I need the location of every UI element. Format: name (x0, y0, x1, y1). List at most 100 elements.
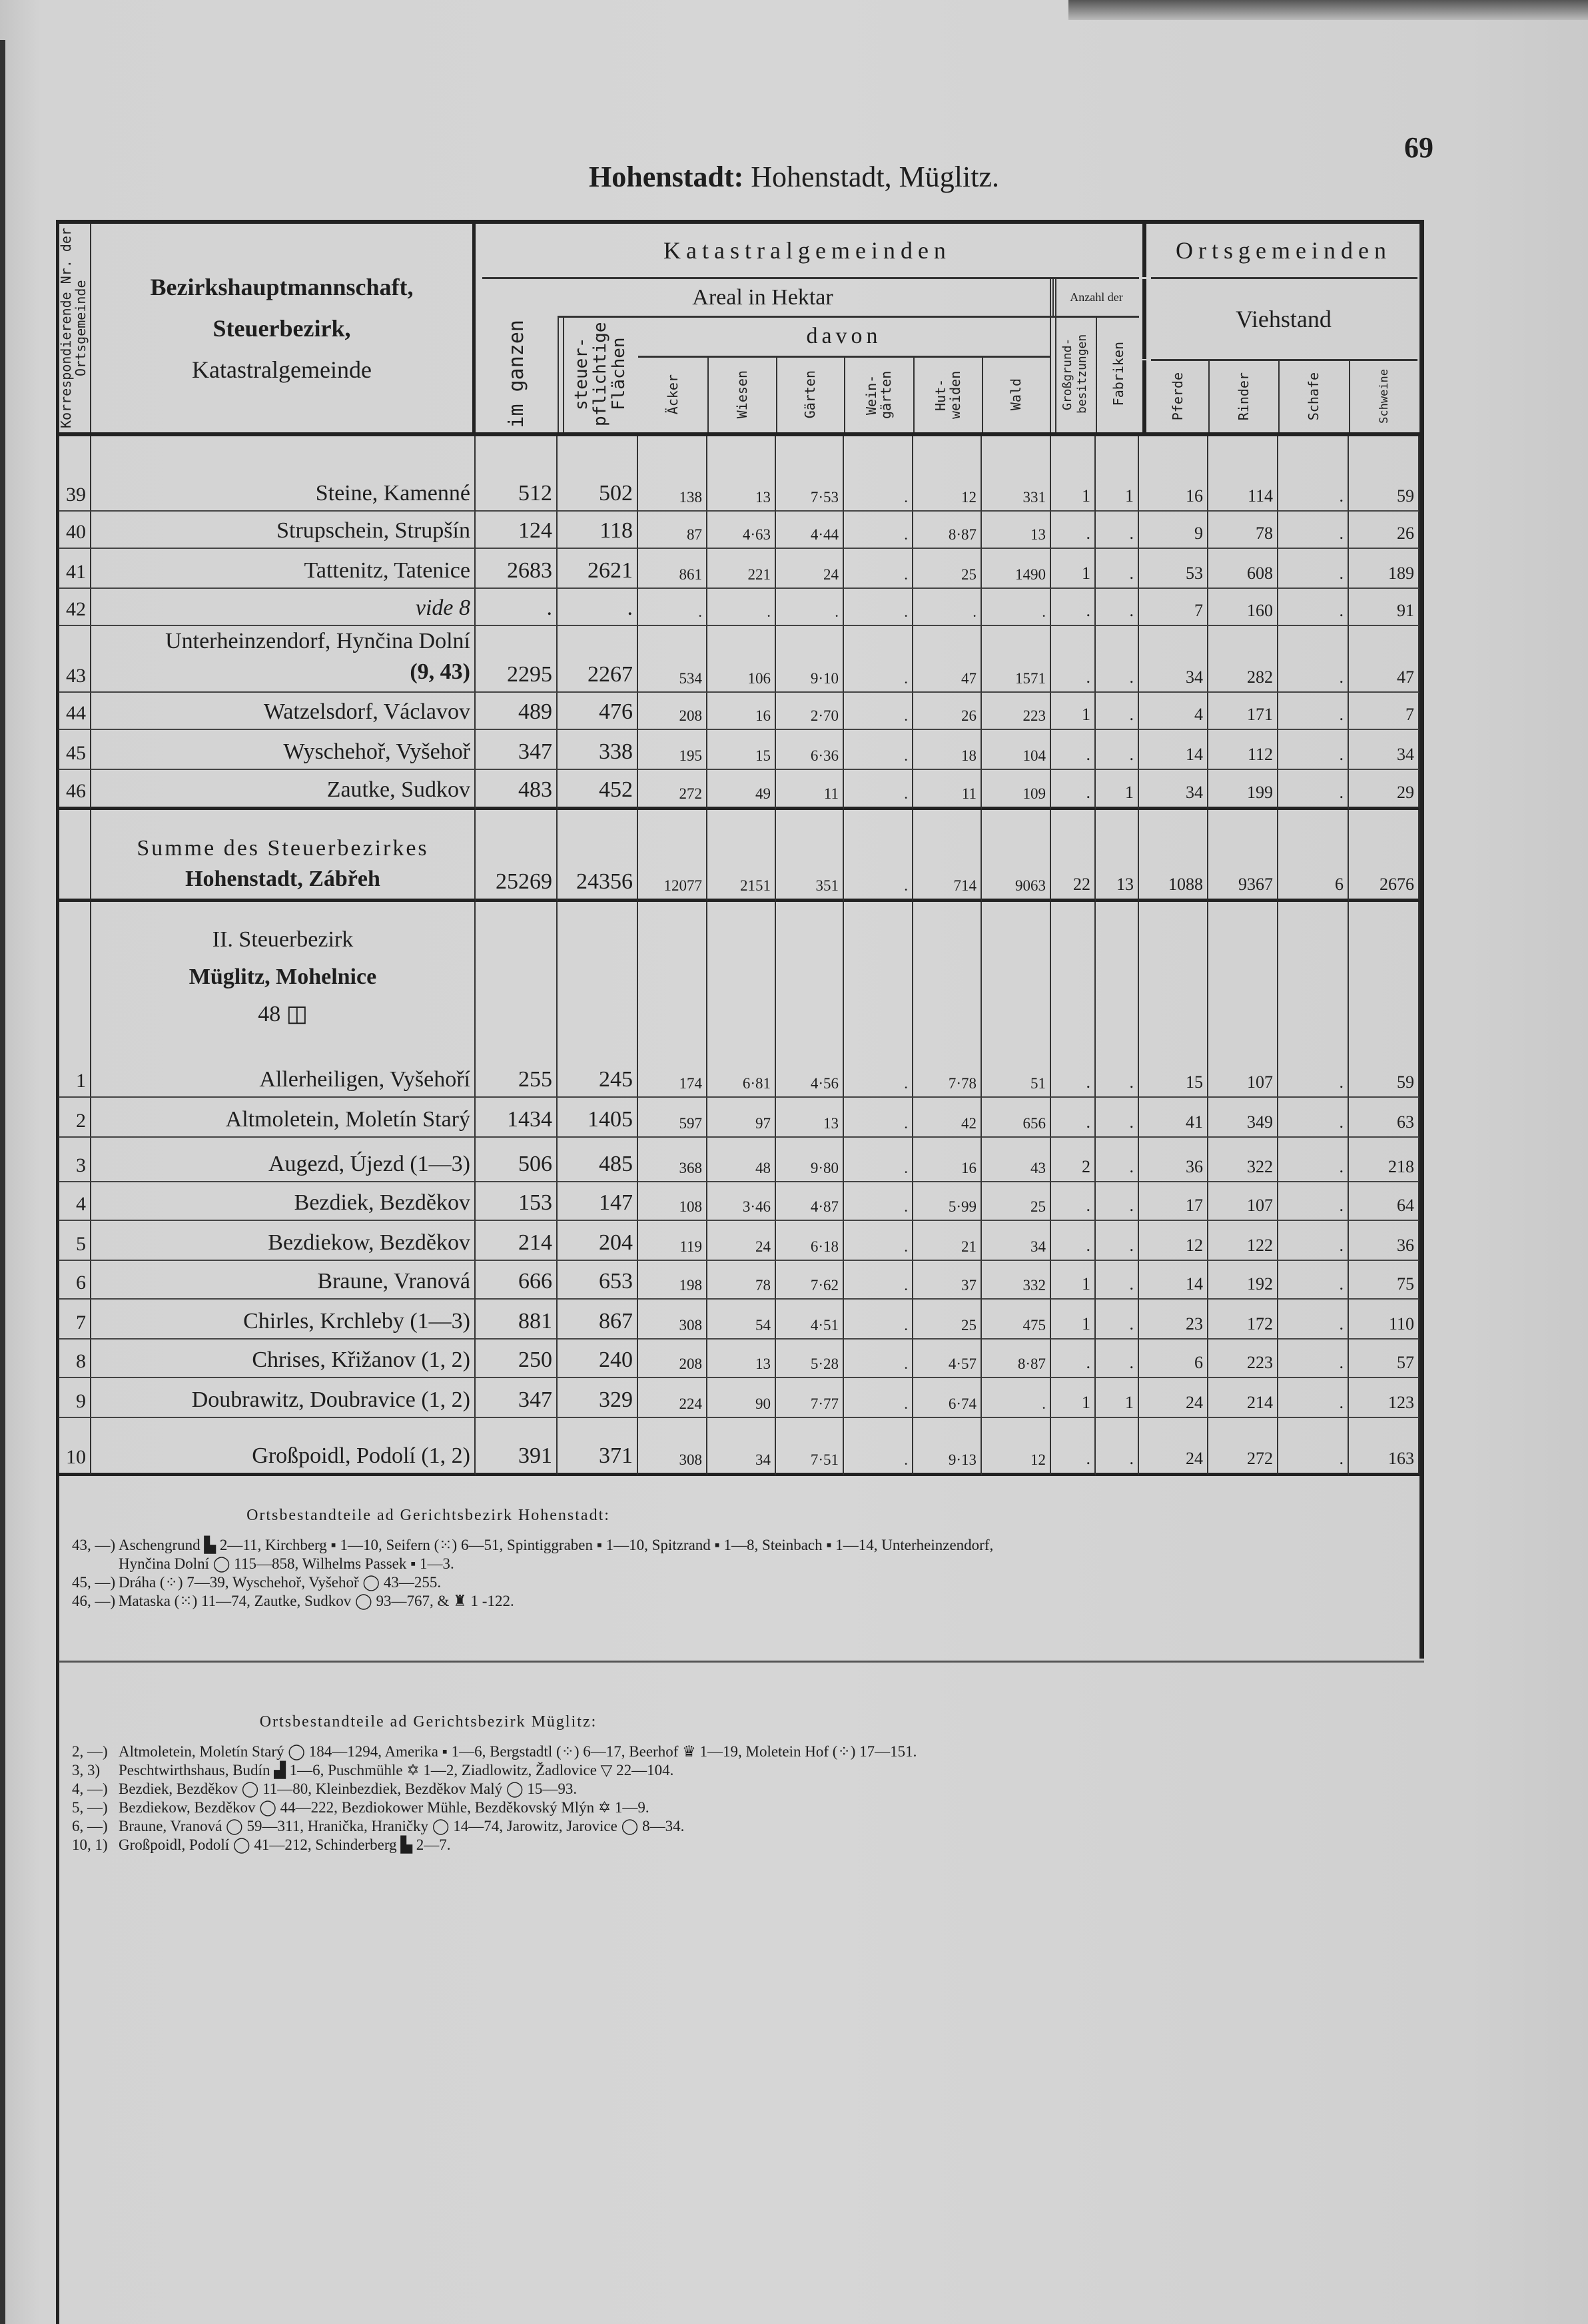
footnotes-muglitz: 2, —) Altmoletein, Moletín Starý ◯ 184—12… (72, 1743, 1411, 1854)
col-wald: Wald (982, 357, 1050, 432)
table-body: 39 Steine, Kamenné 512 502 138 13 7·53. 12 331 1 1… (59, 436, 1419, 1476)
cell-schweine: 59 (1349, 1056, 1419, 1098)
cell-nr: 7 (59, 1300, 91, 1340)
cell-rinder: 172 (1208, 1300, 1278, 1340)
cell-im-ganzen: 347 (476, 1378, 558, 1418)
cell-name: Allerheiligen, Vyšehoří (91, 1056, 476, 1098)
sum-row: Summe des Steuerbezirkes Hohenstadt, Zábř… (59, 810, 1419, 902)
cell-wiesen: 16 (707, 693, 776, 730)
cell-schafe: . (1278, 626, 1349, 693)
cell-grossgrund: . (1051, 626, 1096, 693)
col-schweine-label: Schweine (1378, 369, 1391, 424)
table-row: 4 Bezdiek, Bezděkov 153 147 108 3·46 4·87. 5·99… (59, 1182, 1419, 1221)
cell-acker: 597 (638, 1098, 707, 1138)
cell-fabriken: . (1096, 589, 1139, 626)
cell-garten: 4·87 (776, 1182, 844, 1221)
col-schafe: Schafe (1278, 360, 1349, 432)
cell-wiesen (707, 902, 776, 1056)
cell-grossgrund: . (1051, 1221, 1096, 1261)
cell-rinder: 322 (1208, 1138, 1278, 1182)
cell-hutweiden: 12 (913, 472, 982, 512)
place-name: Wyschehoř, Vyšehoř (283, 739, 470, 764)
cell-nr: 45 (59, 730, 91, 770)
cell-steuer: . (558, 589, 638, 626)
cell-name: Tattenitz, Tatenice (91, 549, 476, 589)
cell-fabriken: . (1096, 1418, 1139, 1476)
cell-pferde: 34 (1139, 770, 1208, 810)
cell-schafe: . (1278, 1300, 1349, 1340)
cell-wald: . (982, 589, 1051, 626)
cell-fabriken: . (1096, 1098, 1139, 1138)
cell-weingarten: . (844, 810, 913, 902)
table-header: Korrespondierende Nr. der Ortsgemeinde B… (58, 220, 1421, 436)
cell-garten: 7·77 (776, 1378, 844, 1418)
cell-hutweiden (913, 436, 982, 472)
cell-garten: 351 (776, 810, 844, 902)
cell-pferde: 4 (1139, 693, 1208, 730)
table-row: 2 Altmoletein, Moletín Starý 1434 1405 597 97… (59, 1098, 1419, 1138)
col-garten: Gärten (776, 357, 844, 432)
cell-im-ganzen: 391 (476, 1418, 558, 1476)
cell-garten: 9·10 (776, 626, 844, 693)
col-rinder-label: Rinder (1235, 372, 1252, 421)
section-line3: 48 ◫ (258, 1002, 308, 1026)
cell-hutweiden: 18 (913, 730, 982, 770)
cell-schweine: 59 (1349, 472, 1419, 512)
cell-grossgrund: 1 (1051, 1261, 1096, 1300)
cell-grossgrund (1051, 902, 1096, 1056)
col-im-ganzen-label: im ganzen (504, 320, 528, 428)
cell-wald: 104 (982, 730, 1051, 770)
cell-hutweiden: 9·13 (913, 1418, 982, 1476)
footnote-key: 43, —) (72, 1537, 116, 1553)
col-steuer: steuer-pflichtige Flächen (562, 316, 638, 432)
cell-grossgrund: . (1051, 1098, 1096, 1138)
cell-fabriken: . (1096, 1138, 1139, 1182)
cell-rinder: 114 (1208, 472, 1278, 512)
cell-acker: 119 (638, 1221, 707, 1261)
cell-pferde (1139, 436, 1208, 472)
page-title: Hohenstadt: Hohenstadt, Müglitz. (0, 160, 1588, 194)
cell-rinder: 192 (1208, 1261, 1278, 1300)
cell-steuer: 147 (558, 1182, 638, 1221)
footnote-continuation: Hynčina Dolní ◯ 115—858, Wilhelms Passek… (119, 1555, 454, 1572)
col-wiesen: Wiesen (707, 357, 776, 432)
col-wiesen-label: Wiesen (733, 370, 750, 419)
cell-im-ganzen: 124 (476, 512, 558, 549)
cell-fabriken: . (1096, 1340, 1139, 1378)
cell-name: Großpoidl, Podolí (1, 2) (91, 1418, 476, 1476)
sum-label: Summe des Steuerbezirkes Hohenstadt, Zábř… (91, 810, 476, 902)
cell-nr: 3 (59, 1138, 91, 1182)
cell-garten: 4·44 (776, 512, 844, 549)
table-row: 45 Wyschehoř, Vyšehoř 347 338 195 15 6·36. 18 10… (59, 730, 1419, 770)
cell-steuer: 476 (558, 693, 638, 730)
cell-grossgrund: . (1051, 1340, 1096, 1378)
title-rest: Hohenstadt, Müglitz. (743, 161, 999, 193)
cell-nr: 6 (59, 1261, 91, 1300)
cell-rinder: 160 (1208, 589, 1278, 626)
cell-schafe: . (1278, 1261, 1349, 1300)
cell-wiesen: 2151 (707, 810, 776, 902)
sum-label-line2: Hohenstadt, Zábřeh (185, 867, 380, 891)
sum-label-line1: Summe des Steuerbezirkes (137, 836, 429, 861)
cell-pferde: 6 (1139, 1340, 1208, 1378)
cell-steuer (558, 436, 638, 472)
cell-acker: 534 (638, 626, 707, 693)
cell-im-ganzen: 1434 (476, 1098, 558, 1138)
cell-schafe: . (1278, 1182, 1349, 1221)
cell-name: Altmoletein, Moletín Starý (91, 1098, 476, 1138)
cell-rinder: 107 (1208, 1182, 1278, 1221)
cell-grossgrund: 1 (1051, 472, 1096, 512)
place-name: Augezd, Újezd (1—3) (268, 1152, 470, 1176)
cell-acker: . (638, 589, 707, 626)
cell-wiesen: 13 (707, 1340, 776, 1378)
footnote-text: Aschengrund ▙ 2—11, Kirchberg ▪ 1—10, Se… (119, 1537, 994, 1553)
footnotes-muglitz-heading: Ortsbestandteile ad Gerichtsbezirk Mügli… (259, 1713, 597, 1731)
cell-pferde: 1088 (1139, 810, 1208, 902)
cell-grossgrund: 1 (1051, 1378, 1096, 1418)
cell-nr: 10 (59, 1418, 91, 1476)
cell-garten: 7·53 (776, 472, 844, 512)
cell-wald: 1490 (982, 549, 1051, 589)
cell-schafe: 6 (1278, 810, 1349, 902)
col-garten-label: Gärten (802, 370, 818, 419)
section-line2: Müglitz, Mohelnice (189, 965, 377, 989)
